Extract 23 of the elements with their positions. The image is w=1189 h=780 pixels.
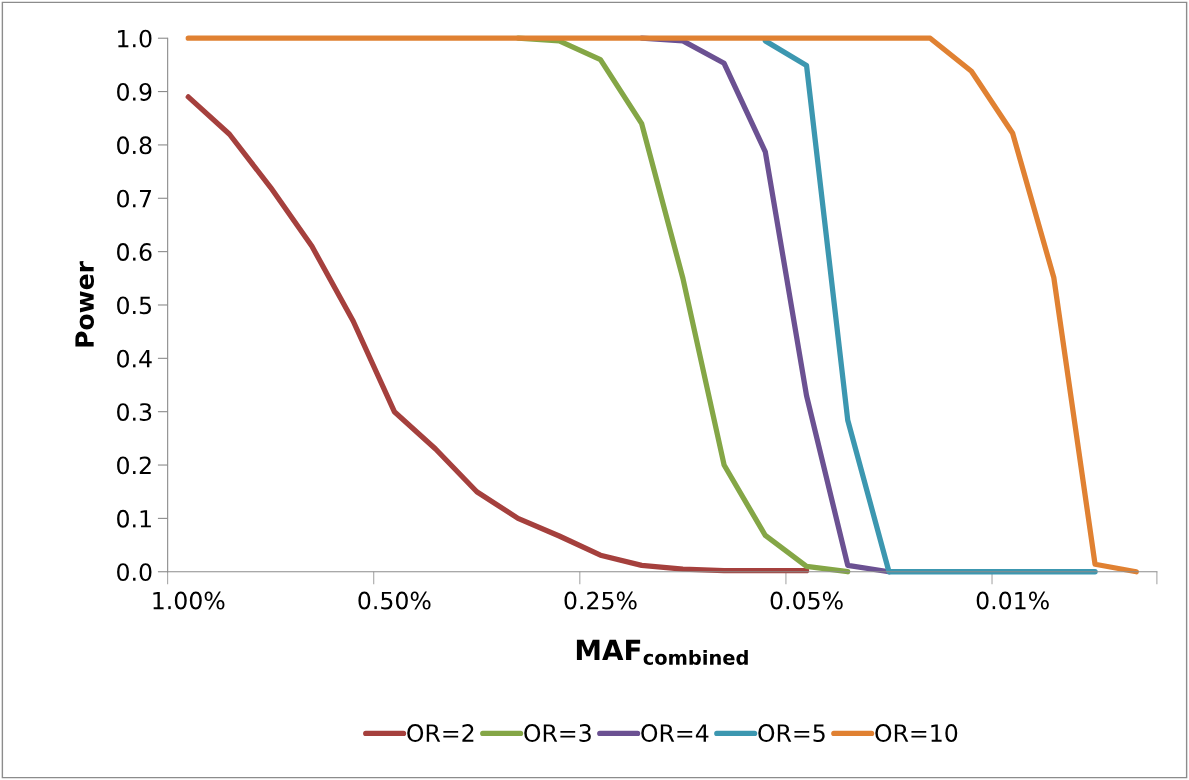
y-tick-label: 0.7 [117,189,152,208]
legend-label: OR=10 [875,724,958,742]
y-tick-label: 0.9 [117,83,152,101]
y-tick-label: 1.0 [118,29,152,48]
x-tick-label: 0.01% [976,591,1049,610]
x-axis-title: MAF$_{combined}$ [576,639,748,665]
x-tick-label: 0.50% [358,591,431,610]
y-axis-title: Power [75,261,95,347]
y-tick-label: 0.6 [117,243,152,261]
y-tick-label: 0.3 [117,403,152,421]
y-tick-label: 0.0 [117,563,152,582]
legend-label: OR=3 [524,724,591,742]
y-tick-label: 0.8 [117,136,152,155]
legend-label: OR=4 [641,724,709,742]
y-tick-label: 0.4 [117,349,152,368]
legend-label: OR=5 [758,724,825,742]
legend-label: OR=2 [407,724,474,742]
y-tick-label: 0.2 [117,456,151,475]
y-tick-label: 0.1 [117,509,151,528]
x-tick-label: 0.05% [770,591,843,610]
x-tick-label: 0.25% [564,591,637,610]
x-tick-label: 1.00% [153,591,225,610]
y-tick-label: 0.5 [117,296,151,315]
